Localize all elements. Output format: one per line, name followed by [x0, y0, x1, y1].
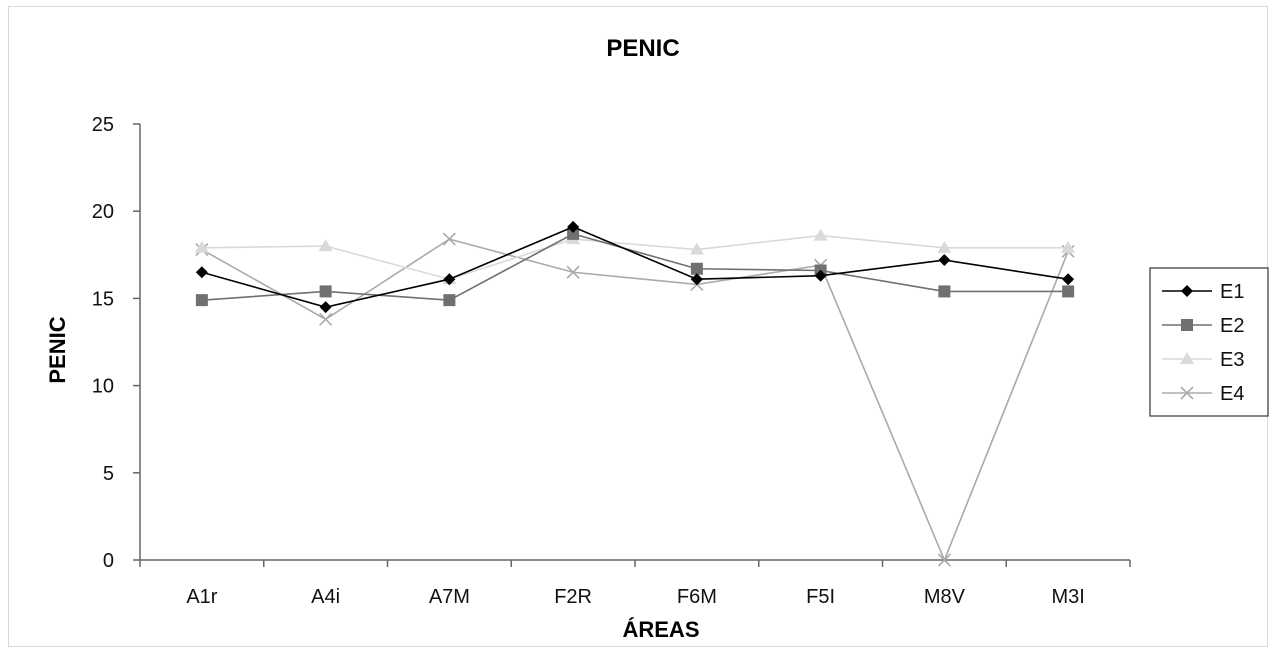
series-line: [201, 226, 1069, 308]
x-axis-title: ÁREAS: [622, 617, 699, 642]
data-point: [1062, 285, 1075, 298]
data-point: [937, 240, 952, 253]
data-point: [194, 240, 209, 253]
data-point: [319, 285, 332, 298]
axes: 0 5 10 15 20 25 A1r A4i A7M F2R F6M F5I M8V M3I: [92, 114, 1131, 608]
data-point: [567, 220, 580, 233]
y-tick-label: 15: [92, 288, 114, 310]
legend: E1 E2 E3 E4: [1149, 267, 1269, 417]
data-point: [690, 273, 703, 286]
series-e4: [195, 232, 1075, 567]
data-point: [443, 294, 456, 307]
series-layer: [194, 220, 1076, 567]
legend-label: E4: [1220, 383, 1244, 405]
data-point: [442, 232, 456, 246]
data-point: [813, 228, 828, 241]
legend-item: E4: [1162, 383, 1244, 405]
data-point: [567, 227, 580, 240]
x-tick-label: A4i: [311, 586, 340, 608]
y-tick-label: 20: [92, 201, 114, 223]
data-point: [1061, 240, 1076, 253]
legend-label: E3: [1220, 349, 1244, 371]
data-point: [443, 273, 456, 286]
legend-box: [1149, 267, 1269, 417]
x-tick-label: F5I: [806, 586, 835, 608]
data-point: [690, 262, 703, 275]
data-point: [195, 266, 208, 279]
legend-item: E3: [1162, 349, 1244, 371]
legend-swatch-marker: [1181, 319, 1193, 331]
data-point: [938, 285, 951, 298]
series-line: [201, 234, 1069, 281]
legend-swatch-marker: [1181, 285, 1193, 297]
data-point: [195, 294, 208, 307]
legend-item: E1: [1162, 281, 1244, 303]
x-tick-label: F6M: [677, 586, 717, 608]
data-point: [318, 239, 333, 252]
legend-label: E1: [1220, 281, 1244, 303]
series-e1: [195, 220, 1075, 314]
data-point: [319, 301, 332, 314]
data-point: [938, 254, 951, 267]
y-tick-label: 10: [92, 376, 114, 398]
x-tick-label: F2R: [554, 586, 592, 608]
data-point: [319, 312, 333, 326]
chart-frame: [8, 6, 1268, 647]
data-point: [689, 242, 704, 255]
series-e2: [195, 227, 1075, 307]
data-point: [1062, 273, 1075, 286]
x-tick-label: A7M: [429, 586, 470, 608]
x-tick-label: A1r: [186, 586, 217, 608]
data-point: [937, 553, 951, 567]
x-tick-label: M3I: [1051, 586, 1084, 608]
legend-item: E2: [1162, 315, 1244, 337]
y-tick-label: 5: [103, 463, 114, 485]
legend-swatch-marker: [1180, 386, 1194, 400]
legend-swatch-marker: [1180, 352, 1194, 364]
data-point: [566, 265, 580, 279]
legend-label: E2: [1220, 315, 1244, 337]
chart-title: PENIC: [606, 35, 679, 62]
series-line: [201, 238, 1069, 563]
x-tick-label: M8V: [924, 586, 966, 608]
y-tick-label: 25: [92, 114, 114, 136]
y-tick-label: 0: [103, 550, 114, 572]
y-axis-title: PENIC: [45, 316, 70, 383]
data-point: [814, 269, 827, 282]
series-line: [201, 233, 1069, 301]
